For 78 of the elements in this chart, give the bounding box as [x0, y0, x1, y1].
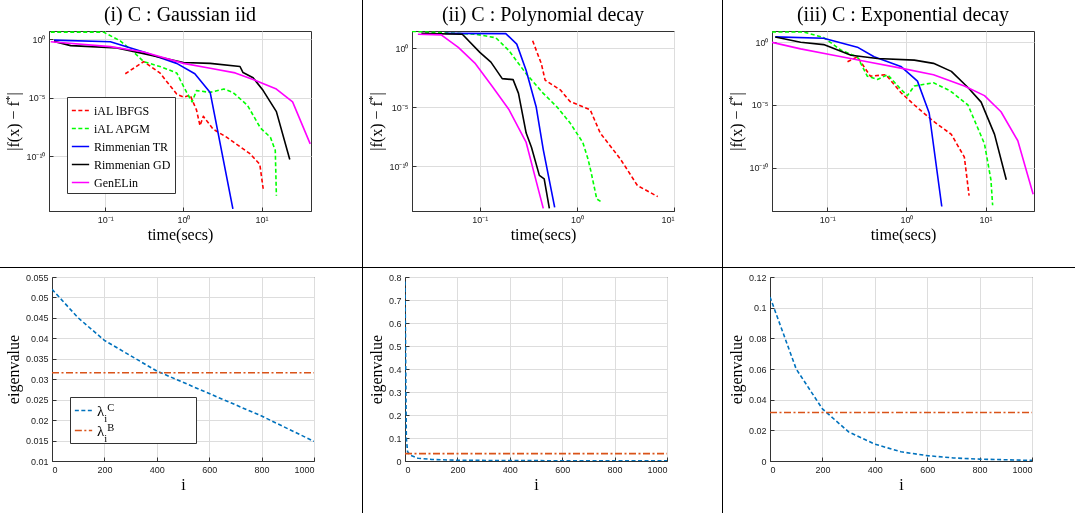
y-tick-label: 0.4	[388, 364, 402, 375]
x-tick-label: 600	[555, 464, 571, 475]
chart-title: (i) C : Gaussian iid	[103, 3, 257, 26]
y-tick-label: 10⁰	[32, 34, 46, 45]
x-tick-label: 400	[149, 464, 165, 475]
x-tick-label: 10¹	[979, 214, 993, 225]
y-tick-label: 0.01	[30, 456, 49, 467]
x-tick-label: 200	[815, 464, 831, 475]
x-tick-label: 1000	[647, 464, 668, 475]
x-axis-title: i	[534, 475, 540, 493]
y-tick-label: 0.02	[748, 425, 767, 436]
legend-label: GenELin	[94, 175, 138, 190]
x-tick-label: 200	[450, 464, 466, 475]
legend-label: Rimmenian GD	[94, 157, 171, 172]
y-tick-label: 10⁰	[755, 37, 769, 48]
x-axis-title: time(secs)	[147, 225, 214, 244]
x-tick-label: 1000	[1012, 464, 1033, 475]
y-tick-label: 10⁻⁵	[28, 93, 46, 104]
y-tick-label: 0.045	[25, 313, 49, 324]
x-tick-label: 10⁰	[177, 214, 191, 225]
x-tick-label: 0	[770, 464, 776, 475]
y-tick-label: 0.6	[388, 318, 402, 329]
y-tick-label: 0.12	[748, 272, 767, 283]
y-tick-label: 10⁻⁵	[391, 102, 409, 113]
y-tick-label: 10⁻¹⁰	[26, 151, 46, 162]
y-axis-title: eigenvalue	[4, 334, 23, 405]
y-tick-label: 0.1	[388, 433, 402, 444]
x-axis-title: time(secs)	[510, 225, 577, 244]
y-tick-label: 10⁻⁵	[751, 100, 769, 111]
y-tick-label: 0.08	[748, 333, 767, 344]
x-tick-label: 800	[972, 464, 988, 475]
y-tick-label: 0.025	[25, 395, 49, 406]
y-tick-label: 0.035	[25, 354, 49, 365]
y-tick-label: 0.5	[388, 341, 402, 352]
y-tick-label: 0.3	[388, 387, 402, 398]
y-tick-label: 0.04	[748, 395, 767, 406]
x-tick-label: 10¹	[255, 214, 269, 225]
x-tick-label: 10⁰	[570, 214, 584, 225]
y-tick-label: 0.06	[748, 364, 767, 375]
y-axis-title: eigenvalue	[727, 334, 746, 405]
y-tick-label: 10⁻¹⁰	[749, 163, 769, 174]
x-tick-label: 800	[607, 464, 623, 475]
y-tick-label: 0	[761, 456, 767, 467]
x-tick-label: 200	[97, 464, 113, 475]
legend-label: iAL lBFGS	[94, 103, 150, 118]
x-tick-label: 0	[52, 464, 58, 475]
x-axis-title: i	[899, 475, 905, 493]
y-tick-label: 0.05	[30, 292, 49, 303]
x-tick-label: 10⁻¹	[819, 214, 836, 225]
y-tick-label: 0.015	[25, 436, 49, 447]
y-tick-label: 0.7	[388, 295, 402, 306]
x-tick-label: 400	[867, 464, 883, 475]
y-tick-label: 0	[396, 456, 402, 467]
legend-label: Rimmenian TR	[94, 139, 169, 154]
x-tick-label: 10⁻¹	[97, 214, 114, 225]
x-tick-label: 10⁰	[900, 214, 914, 225]
x-tick-label: 10¹	[661, 214, 675, 225]
x-tick-label: 600	[920, 464, 936, 475]
y-tick-label: 10⁻¹⁰	[389, 161, 409, 172]
y-tick-label: 0.02	[30, 415, 49, 426]
x-axis-title: time(secs)	[870, 225, 937, 244]
chart-title: (iii) C : Exponential decay	[796, 3, 1010, 26]
y-tick-label: 0.2	[388, 410, 402, 421]
y-tick-label: 0.055	[25, 272, 49, 283]
y-tick-label: 0.03	[30, 374, 49, 385]
x-tick-label: 1000	[294, 464, 315, 475]
y-tick-label: 0.1	[753, 303, 767, 314]
chart-title: (ii) C : Polynomial decay	[441, 3, 645, 26]
x-tick-label: 10⁻¹	[472, 214, 489, 225]
x-axis-title: i	[181, 475, 187, 493]
y-tick-label: 10⁰	[395, 43, 409, 54]
x-tick-label: 400	[502, 464, 518, 475]
y-tick-label: 0.8	[388, 272, 402, 283]
x-tick-label: 800	[254, 464, 270, 475]
y-tick-label: 0.04	[30, 333, 49, 344]
legend-label: iAL APGM	[94, 121, 151, 136]
x-tick-label: 600	[202, 464, 218, 475]
y-axis-title: eigenvalue	[367, 334, 386, 405]
